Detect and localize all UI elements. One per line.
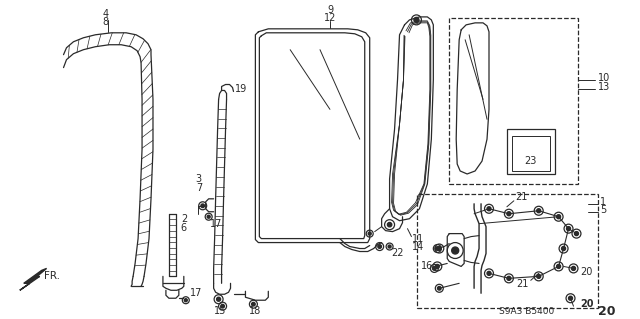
Text: 3: 3 [196,174,202,184]
Circle shape [537,274,541,278]
Circle shape [452,247,459,254]
Text: 2: 2 [181,214,187,224]
Circle shape [557,264,561,268]
Circle shape [537,209,541,213]
Text: 15: 15 [214,306,227,316]
Text: 16: 16 [421,262,434,271]
Text: 19: 19 [234,85,247,94]
Circle shape [387,222,392,227]
Text: 5: 5 [600,205,607,215]
Circle shape [414,18,419,22]
Text: 20: 20 [580,299,594,309]
Circle shape [507,276,511,280]
Text: 23: 23 [525,156,537,166]
Circle shape [207,215,210,218]
Circle shape [507,212,511,216]
Circle shape [487,271,491,275]
Circle shape [184,299,188,302]
Circle shape [435,264,439,268]
Circle shape [388,245,391,248]
Circle shape [568,296,573,300]
Polygon shape [20,268,47,290]
Text: 17: 17 [190,288,202,298]
Circle shape [216,297,221,301]
Text: 14: 14 [412,241,424,252]
Circle shape [368,232,371,235]
Text: 20: 20 [580,267,593,278]
Text: S9A3 B5400: S9A3 B5400 [499,307,554,316]
Bar [449,18,579,184]
Text: 8: 8 [102,17,108,27]
Text: 18: 18 [249,306,262,316]
Text: 11: 11 [412,234,424,244]
Circle shape [378,245,381,248]
Text: 9: 9 [327,5,333,15]
Circle shape [252,302,255,306]
Text: 21: 21 [516,279,529,289]
Bar [507,129,555,174]
Circle shape [438,286,441,290]
Bar [512,136,550,171]
Circle shape [437,247,442,250]
Bar [417,194,598,308]
Text: FR.: FR. [44,271,60,281]
Text: 17: 17 [210,219,222,229]
Text: 13: 13 [598,83,611,93]
Text: 22: 22 [392,249,404,258]
Text: 1: 1 [600,197,607,207]
Text: 21: 21 [515,192,527,202]
Text: 6: 6 [181,223,187,233]
Text: 4: 4 [102,9,108,19]
Circle shape [572,266,575,271]
Circle shape [575,232,579,236]
Circle shape [435,247,439,250]
Text: 20: 20 [598,305,616,318]
Circle shape [561,247,566,250]
Text: 12: 12 [324,13,336,23]
Circle shape [557,215,561,219]
Circle shape [201,204,205,208]
Circle shape [487,207,491,211]
Text: 10: 10 [598,72,611,83]
Circle shape [566,227,570,231]
Circle shape [221,304,225,308]
Text: 7: 7 [196,183,202,193]
Circle shape [433,267,436,270]
